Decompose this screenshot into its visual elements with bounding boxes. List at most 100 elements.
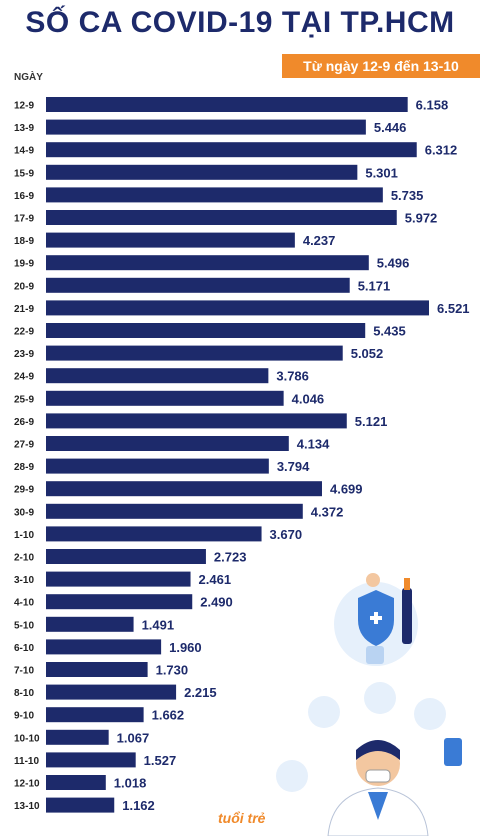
- face-mask-icon: [365, 769, 391, 783]
- value-label: 3.670: [270, 527, 303, 542]
- value-label: 3.794: [277, 459, 310, 474]
- value-label: 5.972: [405, 211, 438, 226]
- bar: [46, 142, 417, 158]
- category-label: 20-9: [14, 281, 34, 292]
- bar: [46, 97, 408, 112]
- category-label: 11-10: [14, 756, 39, 767]
- syringe-plunger: [404, 578, 410, 590]
- value-label: 6.158: [416, 98, 449, 113]
- value-label: 5.121: [355, 414, 388, 429]
- bar: [46, 368, 269, 384]
- value-label: 4.699: [330, 482, 363, 497]
- bar: [46, 300, 429, 316]
- bar: [46, 616, 134, 632]
- value-label: 4.046: [292, 391, 325, 406]
- category-label: 17-9: [14, 214, 34, 225]
- value-label: 4.134: [297, 437, 330, 452]
- syringe-icon: [402, 588, 412, 644]
- value-label: 6.312: [425, 143, 458, 158]
- category-label: 23-9: [14, 349, 34, 360]
- date-range-badge: Từ ngày 12-9 đến 13-10: [282, 54, 480, 78]
- bar: [46, 436, 289, 451]
- bar: [46, 277, 350, 293]
- value-label: 4.237: [303, 233, 336, 248]
- bar: [46, 729, 109, 745]
- category-label: 13-9: [14, 123, 34, 134]
- value-label: 1.662: [152, 708, 185, 723]
- bar: [46, 210, 397, 225]
- bar: [46, 684, 177, 700]
- bar: [46, 707, 144, 723]
- doctor-shirt: [368, 792, 388, 820]
- category-label: 1-10: [14, 530, 34, 541]
- category-label: 9-10: [14, 711, 34, 722]
- masked-person-icon: [308, 696, 340, 728]
- value-label: 6.521: [437, 301, 470, 316]
- category-label: 28-9: [14, 462, 34, 473]
- phone-icon: [444, 738, 462, 766]
- bar: [46, 345, 343, 361]
- value-label: 2.215: [184, 685, 217, 700]
- tuoi-tre-logo: tuổi trẻ: [218, 810, 266, 826]
- bar: [46, 413, 347, 429]
- value-label: 5.735: [391, 188, 424, 203]
- value-label: 5.435: [373, 324, 406, 339]
- category-label: 26-9: [14, 417, 34, 428]
- category-label: 24-9: [14, 372, 34, 383]
- category-label: 22-9: [14, 327, 34, 338]
- bar: [46, 232, 295, 248]
- bar: [46, 571, 191, 587]
- vial-icon: [366, 646, 384, 664]
- value-label: 1.067: [117, 730, 150, 745]
- category-label: 13-10: [14, 801, 40, 812]
- bar: [46, 503, 303, 519]
- category-label: 7-10: [14, 666, 34, 677]
- bar: [46, 526, 262, 542]
- bar: [46, 594, 193, 610]
- value-label: 2.490: [200, 595, 233, 610]
- category-label: 5-10: [14, 620, 34, 631]
- category-label: 14-9: [14, 146, 34, 157]
- category-label: 2-10: [14, 553, 34, 564]
- bar: [46, 639, 162, 655]
- category-label: 3-10: [14, 575, 34, 586]
- category-label: 12-9: [14, 101, 34, 112]
- family-icon: [276, 760, 308, 792]
- bar: [46, 164, 358, 180]
- bar: [46, 662, 148, 677]
- category-label: 8-10: [14, 688, 34, 699]
- category-label: 18-9: [14, 236, 34, 247]
- category-label: 6-10: [14, 643, 34, 654]
- category-label: 19-9: [14, 259, 34, 270]
- category-label: 30-9: [14, 507, 34, 518]
- value-label: 5.052: [351, 346, 384, 361]
- category-label: 15-9: [14, 168, 34, 179]
- bar: [46, 752, 136, 768]
- doctor-hair: [356, 740, 400, 760]
- cross-icon: [370, 612, 382, 624]
- doctor-illustration: [276, 682, 462, 836]
- bar: [46, 797, 115, 813]
- value-label: 2.461: [199, 572, 232, 587]
- value-label: 1.491: [142, 617, 175, 632]
- bar: [46, 323, 366, 338]
- nurse-head: [366, 573, 380, 587]
- category-label: 12-10: [14, 779, 40, 790]
- category-label: 21-9: [14, 304, 34, 315]
- bar: [46, 119, 366, 135]
- category-label: 25-9: [14, 394, 34, 405]
- value-label: 5.446: [374, 120, 407, 135]
- value-label: 3.786: [276, 369, 309, 384]
- value-label: 1.527: [144, 753, 177, 768]
- category-label: 4-10: [14, 598, 34, 609]
- value-label: 1.730: [156, 663, 189, 678]
- category-label: 29-9: [14, 485, 34, 496]
- bar: [46, 458, 269, 474]
- vaccine-shield-illustration: [334, 573, 418, 666]
- bar: [46, 187, 383, 203]
- value-label: 1.018: [114, 776, 147, 791]
- value-label: 1.960: [169, 640, 202, 655]
- bar: [46, 255, 369, 271]
- y-axis-label: NGÀY: [14, 72, 43, 83]
